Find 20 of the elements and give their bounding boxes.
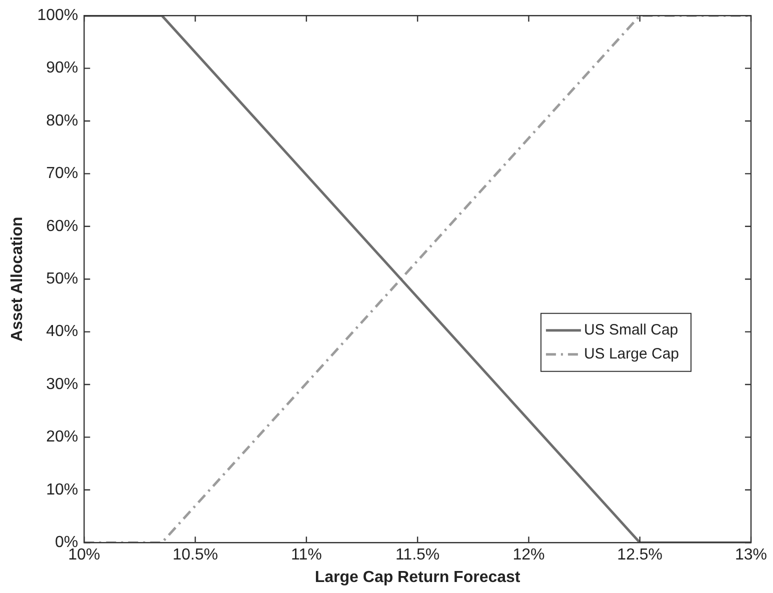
y-tick-label: 100%	[37, 7, 78, 24]
y-tick-label: 90%	[46, 60, 78, 77]
legend-label: US Large Cap	[584, 345, 680, 362]
y-axis-title: Asset Allocation	[9, 216, 26, 342]
legend-label: US Small Cap	[584, 321, 678, 338]
y-tick-label: 20%	[46, 428, 78, 446]
y-tick-label: 70%	[46, 165, 78, 182]
x-tick-label: 10.5%	[172, 546, 218, 564]
x-axis-title: Large Cap Return Forecast	[314, 568, 521, 586]
y-tick-label: 10%	[46, 481, 78, 498]
y-tick-label: 30%	[46, 376, 78, 393]
x-tick-label: 11.5%	[395, 546, 440, 564]
y-tick-label: 50%	[46, 270, 78, 288]
x-tick-label: 11%	[290, 546, 322, 564]
y-tick-label: 80%	[46, 112, 78, 130]
y-tick-label: 40%	[46, 323, 78, 340]
x-tick-label: 13%	[734, 546, 768, 564]
x-tick-label: 12.5%	[617, 546, 663, 564]
x-tick-label: 12%	[512, 546, 545, 564]
y-tick-label: 60%	[46, 218, 78, 235]
